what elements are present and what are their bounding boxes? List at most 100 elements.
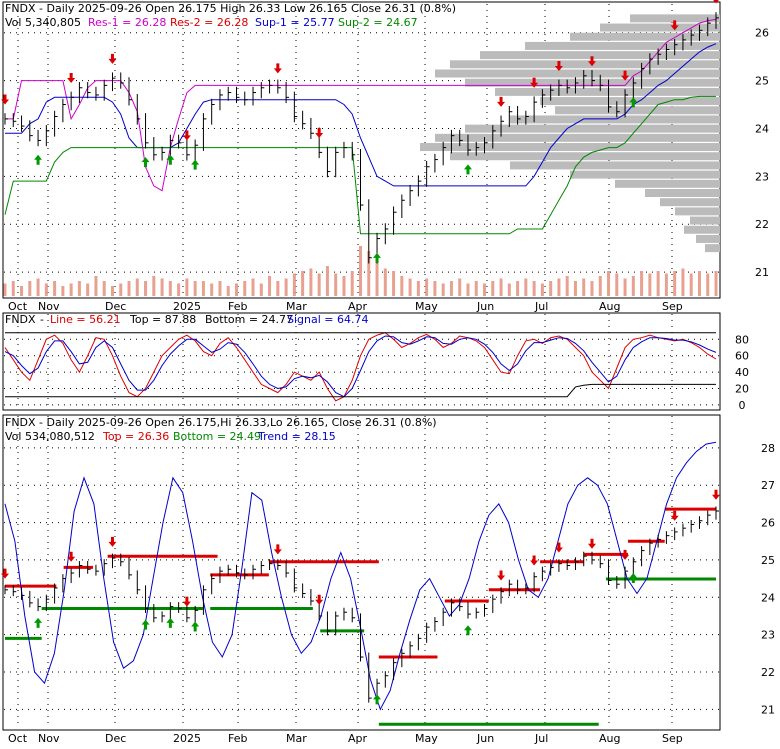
volume-bar — [416, 281, 420, 296]
profile-bar — [684, 225, 720, 234]
buy-arrow-icon — [191, 621, 200, 632]
volume-bar — [94, 276, 98, 296]
sup1-label: Sup-1 = 25.77 — [255, 16, 335, 29]
sell-arrow-icon — [108, 536, 117, 547]
price-x-tick: Dec — [105, 300, 126, 313]
price-y-tick: 21 — [755, 266, 769, 279]
price-header: FNDX - Daily 2025-09-26 Open 26.175 High… — [5, 2, 456, 29]
volume-bar — [61, 286, 65, 296]
profile-bar — [675, 207, 720, 216]
trend-signal-arrows — [1, 489, 720, 705]
volume-bar — [210, 283, 214, 296]
sell-arrow-icon — [67, 551, 76, 562]
oscillator-line-label: Line = 56.21 — [50, 313, 121, 326]
buy-arrow-icon — [141, 619, 150, 630]
trend-x-tick: Jul — [534, 732, 548, 745]
profile-bar — [465, 78, 720, 87]
trend-x-tick: Aug — [599, 732, 620, 745]
volume-bar — [185, 278, 189, 296]
sell-arrow-icon — [497, 570, 506, 581]
price-bars — [4, 12, 719, 264]
volume-bar — [689, 273, 693, 296]
sell-arrow-icon — [273, 544, 282, 555]
volume-bar — [28, 281, 32, 296]
oscillator-sep-1: - — [40, 313, 44, 326]
volume-bar — [557, 278, 561, 296]
price-x-tick: Feb — [228, 300, 247, 313]
volume-bar — [449, 281, 453, 296]
volume-bar — [507, 283, 511, 296]
volume-bar — [714, 271, 718, 296]
volume-bar — [53, 281, 57, 296]
oscillator-line-line — [4, 332, 717, 402]
price-volume-text: Vol 5,340,805 — [5, 16, 81, 29]
trend-x-tick: Sep — [662, 732, 683, 745]
volume-bar — [86, 283, 90, 296]
oscillator-signal-label: Signal = 64.74 — [287, 313, 369, 326]
volume-bar — [301, 271, 305, 296]
volume-bar — [664, 273, 668, 296]
volume-bar — [433, 281, 437, 296]
price-y-tick: 25 — [755, 75, 769, 88]
volume-bar — [400, 276, 404, 296]
volume-bar — [168, 281, 172, 296]
buy-arrow-icon — [34, 617, 43, 628]
volume-bar — [350, 271, 354, 296]
sell-arrow-icon — [182, 130, 191, 141]
signal-arrows — [1, 0, 719, 263]
volume-bar — [77, 281, 81, 296]
buy-arrow-icon — [166, 154, 175, 165]
volume-bar — [201, 281, 205, 296]
trend-x-axis: Oct Nov Dec 2025 Feb Mar Apr May Jun Jul Aug Sep — [8, 732, 683, 745]
volume-bar — [458, 278, 462, 296]
price-x-tick: Mar — [286, 300, 307, 313]
volume-bar — [491, 281, 495, 296]
price-title: FNDX - Daily 2025-09-26 Open 26.175 High… — [5, 2, 456, 15]
volume-bar — [292, 273, 296, 296]
sell-arrow-icon — [554, 542, 563, 553]
profile-bar — [570, 170, 720, 179]
res1-line — [5, 18, 717, 192]
volume-bar — [516, 281, 520, 296]
price-x-tick: Oct — [8, 300, 28, 313]
buy-arrow-icon — [141, 157, 150, 168]
trend-y-tick: 26 — [761, 517, 775, 530]
volume-bar — [3, 283, 7, 296]
volume-bar — [342, 276, 346, 296]
sell-arrow-icon — [182, 596, 191, 607]
oscillator-line-signal — [4, 335, 717, 398]
volume-bar — [549, 281, 553, 296]
volume-bar — [102, 281, 106, 296]
sup2-label: Sup-2 = 24.67 — [338, 16, 418, 29]
volume-bar — [524, 278, 528, 296]
trend-volume-text: Vol 534,080,512 — [5, 430, 95, 443]
res2-label: Res-2 = 26.28 — [170, 16, 248, 29]
buy-arrow-icon — [463, 164, 472, 175]
profile-bar — [435, 69, 720, 78]
price-x-tick: Jul — [534, 300, 548, 313]
volume-bar — [334, 273, 338, 296]
price-x-tick: Nov — [38, 300, 60, 313]
oscillator-bottom-label: Bottom = 24.77 — [205, 313, 293, 326]
buy-arrow-icon — [34, 154, 43, 165]
volume-bar — [540, 283, 544, 296]
volume-bar — [408, 278, 412, 296]
profile-bar — [435, 133, 720, 142]
buy-arrow-icon — [373, 252, 382, 263]
profile-bar — [600, 23, 720, 32]
volume-bar — [648, 273, 652, 296]
price-y-tick: 26 — [755, 27, 769, 40]
volume-bar — [177, 283, 181, 296]
oscillator-y-axis: 0 20 40 60 80 — [735, 333, 749, 412]
volume-bar — [218, 281, 222, 296]
volume-bar — [276, 281, 280, 296]
price-y-axis: 21 22 23 24 25 26 — [755, 27, 769, 279]
volume-bar — [20, 286, 24, 296]
profile-bar — [540, 97, 720, 106]
volume-bar — [284, 278, 288, 296]
oscillator-y-tick: 60 — [735, 350, 749, 363]
trend-panel: 21 22 23 24 25 26 27 28 Oct Nov Dec 2025 Feb Mar Apr M… — [1, 414, 775, 745]
volume-bar — [590, 281, 594, 296]
